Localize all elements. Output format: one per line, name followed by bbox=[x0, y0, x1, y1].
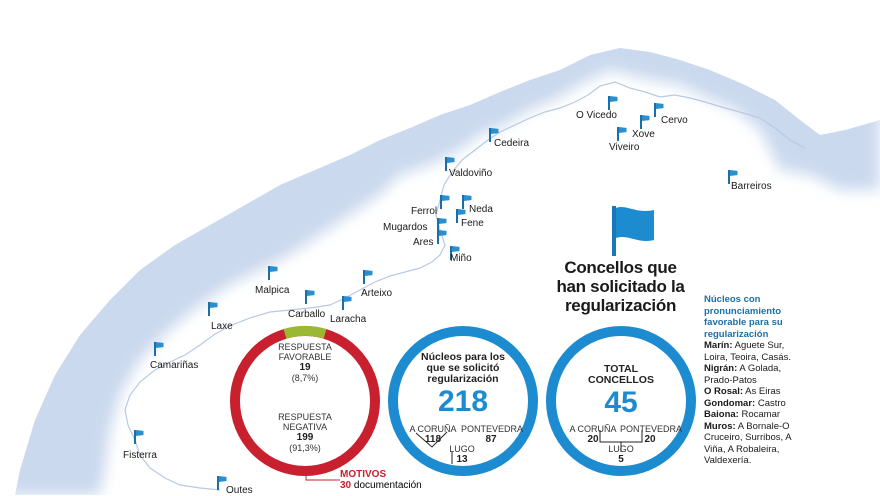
infographic-title: Concellos que han solicitado la regulari… bbox=[556, 258, 685, 315]
flag-icon bbox=[217, 476, 229, 490]
place-fisterra: Fisterra bbox=[123, 450, 157, 461]
nuclei-coruna: A CORUÑA 118 bbox=[406, 424, 460, 445]
flag-icon bbox=[268, 266, 280, 280]
nuclei-ring bbox=[388, 326, 538, 476]
negative-label: RESPUESTA NEGATIVA bbox=[278, 412, 332, 432]
councils-coruna-value: 20 bbox=[587, 434, 599, 445]
place-xove: Xove bbox=[632, 129, 655, 140]
flag-icon bbox=[654, 103, 666, 117]
place-fene: Fene bbox=[461, 218, 484, 229]
nuclei-lugo: LUGO 13 bbox=[442, 444, 482, 465]
negative-block: RESPUESTA NEGATIVA 199 (91,3%) bbox=[256, 412, 354, 453]
place-ferrol: Ferrol bbox=[411, 206, 438, 217]
favorable-value: 19 bbox=[299, 362, 311, 373]
list-item: Baiona: Rocamar bbox=[704, 409, 781, 420]
nuclei-block: Núcleos para los que se solicitó regular… bbox=[412, 352, 514, 419]
place-arteixo: Arteixo bbox=[361, 288, 393, 299]
nuclei-label: Núcleos para los que se solicitó regular… bbox=[420, 351, 506, 385]
flag-icon bbox=[445, 157, 457, 171]
flag-icon bbox=[437, 218, 449, 232]
councils-pontevedra-value: 20 bbox=[644, 434, 656, 445]
place-mino: Miño bbox=[450, 253, 472, 264]
response-ring bbox=[230, 325, 380, 476]
favorable-nuclei-heading: Núcleos con pronunciamiento favorable pa… bbox=[704, 294, 783, 340]
place-neda: Neda bbox=[469, 204, 493, 215]
councils-coruna: A CORUÑA 20 bbox=[566, 424, 620, 445]
place-cervo: Cervo bbox=[661, 115, 688, 126]
councils-ring bbox=[546, 326, 696, 476]
councils-total: 45 bbox=[604, 386, 638, 419]
list-item: Muros: A Bornale-O Cruceiro, Surribos, A… bbox=[704, 420, 792, 467]
list-item: Nigrán: A Golada, Prado-Patos bbox=[704, 363, 782, 386]
motivos-label: MOTIVOS bbox=[340, 469, 387, 480]
large-flag-icon bbox=[612, 206, 654, 256]
nuclei-coruna-label: A CORUÑA bbox=[409, 424, 457, 434]
flag-icon bbox=[134, 430, 146, 444]
place-carballo: Carballo bbox=[288, 309, 326, 320]
list-item: O Rosal: As Eiras bbox=[704, 386, 781, 397]
councils-lugo: LUGO 5 bbox=[601, 444, 641, 465]
place-cedeira: Cedeira bbox=[494, 138, 530, 149]
motivos-connector bbox=[305, 470, 340, 481]
flag-icon bbox=[462, 195, 474, 209]
councils-lugo-value: 5 bbox=[618, 454, 624, 465]
ring-favorable-arc bbox=[283, 325, 327, 339]
place-barreiros: Barreiros bbox=[731, 181, 772, 192]
councils-pontevedra: PONTEVEDRA 20 bbox=[620, 424, 683, 445]
nuclei-coruna-value: 118 bbox=[424, 434, 442, 445]
favorable-pct: (8,7%) bbox=[291, 373, 319, 383]
place-laxe: Laxe bbox=[211, 321, 233, 332]
flag-icon bbox=[640, 115, 652, 129]
councils-block: TOTAL CONCELLOS 45 bbox=[576, 364, 666, 420]
place-viveiro: Viveiro bbox=[609, 142, 640, 153]
flag-icon bbox=[728, 170, 740, 184]
flag-icon bbox=[456, 209, 468, 223]
flag-icon bbox=[342, 296, 354, 310]
motivos-note: MOTIVOS 30 documentación bbox=[340, 469, 422, 491]
flag-icon bbox=[489, 128, 501, 142]
nuclei-lugo-value: 13 bbox=[456, 454, 468, 465]
place-laracha: Laracha bbox=[330, 314, 367, 325]
councils-lugo-label: LUGO bbox=[608, 444, 634, 454]
flag-icon bbox=[440, 195, 452, 209]
place-ares: Ares bbox=[413, 237, 434, 248]
motivos-value: 30 bbox=[340, 480, 352, 491]
negative-pct: (91,3%) bbox=[289, 443, 321, 453]
coastline bbox=[124, 81, 806, 491]
flag-icon bbox=[363, 270, 375, 284]
nuclei-pontevedra-value: 87 bbox=[485, 434, 497, 445]
list-item: Gondomar: Castro bbox=[704, 397, 786, 409]
place-o-vicedo: O Vicedo bbox=[576, 110, 617, 121]
councils-pontevedra-label: PONTEVEDRA bbox=[620, 424, 683, 434]
place-camarinas: Camariñas bbox=[150, 360, 199, 371]
flag-icon bbox=[154, 342, 166, 356]
flag-icon bbox=[305, 290, 317, 304]
place-malpica: Malpica bbox=[255, 285, 290, 296]
motivos-text: documentación bbox=[353, 480, 422, 491]
flag-icon bbox=[608, 96, 620, 110]
flag-icon bbox=[437, 230, 449, 244]
flag-icon bbox=[450, 246, 462, 260]
nuclei-pontevedra: PONTEVEDRA 87 bbox=[461, 424, 524, 445]
flag-icon bbox=[208, 302, 220, 316]
flag-icon bbox=[617, 127, 629, 141]
nuclei-total: 218 bbox=[437, 385, 489, 418]
place-valdovino: Valdoviño bbox=[449, 168, 493, 179]
favorable-block: RESPUESTA FAVORABLE 19 (8,7%) bbox=[256, 342, 354, 383]
nuclei-lugo-label: LUGO bbox=[449, 444, 475, 454]
negative-value: 199 bbox=[296, 432, 314, 443]
favorable-nuclei-list: Núcleos con pronunciamiento favorable pa… bbox=[704, 294, 804, 467]
councils-label: TOTAL CONCELLOS bbox=[588, 363, 654, 386]
list-item: Marín: Aguete Sur, Loira, Teoira, Casás. bbox=[704, 340, 791, 363]
place-outes: Outes bbox=[226, 485, 253, 496]
place-mugardos: Mugardos bbox=[383, 222, 428, 233]
councils-coruna-label: A CORUÑA bbox=[569, 424, 617, 434]
favorable-label: RESPUESTA FAVORABLE bbox=[278, 342, 332, 362]
nuclei-pontevedra-label: PONTEVEDRA bbox=[461, 424, 524, 434]
